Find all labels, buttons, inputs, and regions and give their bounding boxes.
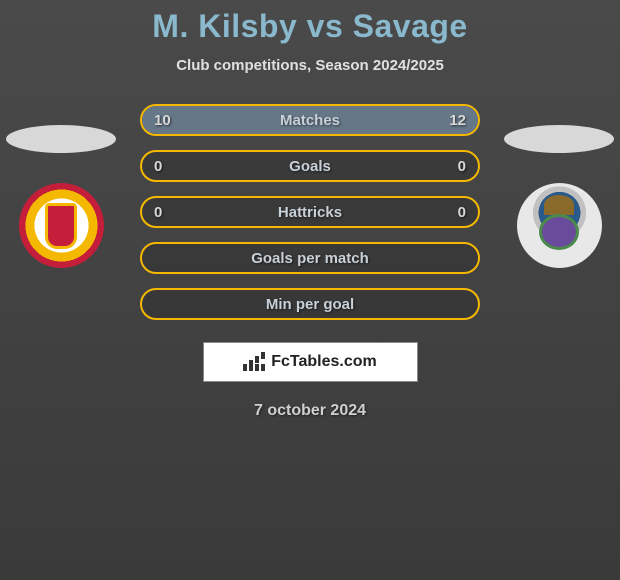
comparison-card: M. Kilsby vs Savage Club competitions, S…: [0, 0, 620, 580]
stat-label: Min per goal: [266, 296, 354, 313]
stat-value-left: 0: [154, 158, 162, 175]
subtitle: Club competitions, Season 2024/2025: [0, 57, 620, 74]
stat-row-matches: 10 Matches 12: [140, 104, 480, 136]
footer-date: 7 october 2024: [0, 402, 620, 420]
player-silhouette-icon: [504, 125, 614, 153]
stat-value-left: 0: [154, 204, 162, 221]
stat-label: Hattricks: [278, 204, 342, 221]
bars-chart-icon: [243, 353, 265, 371]
stat-label: Goals: [289, 158, 331, 175]
stat-value-right: 0: [458, 158, 466, 175]
stat-row-goals-per-match: Goals per match: [140, 242, 480, 274]
stat-label: Goals per match: [251, 250, 369, 267]
club-badge-right-icon: [517, 183, 602, 268]
stat-value-right: 0: [458, 204, 466, 221]
player-right-column: [504, 125, 614, 268]
player-silhouette-icon: [6, 125, 116, 153]
stat-row-goals: 0 Goals 0: [140, 150, 480, 182]
page-title: M. Kilsby vs Savage: [0, 8, 620, 45]
stat-value-left: 10: [154, 112, 171, 129]
player-left-column: [6, 125, 116, 268]
stats-panel: 10 Matches 12 0 Goals 0 0 Hattricks 0 Go…: [140, 104, 480, 320]
stat-row-min-per-goal: Min per goal: [140, 288, 480, 320]
brand-text: FcTables.com: [271, 353, 377, 371]
brand-badge[interactable]: FcTables.com: [203, 342, 418, 382]
stat-row-hattricks: 0 Hattricks 0: [140, 196, 480, 228]
stat-label: Matches: [280, 112, 340, 129]
stat-value-right: 12: [449, 112, 466, 129]
club-badge-left-icon: [19, 183, 104, 268]
